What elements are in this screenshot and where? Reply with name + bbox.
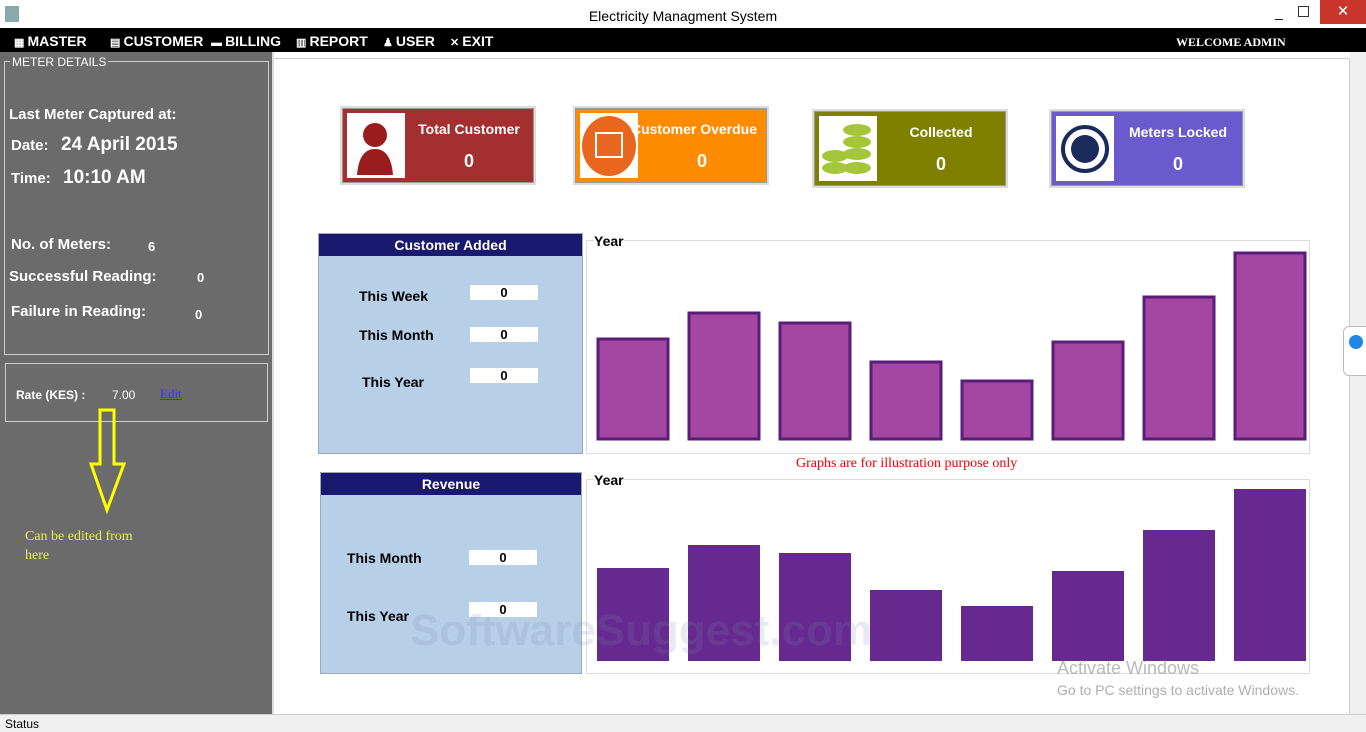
label: Successful Reading: [9,268,157,285]
row-value: 0 [470,285,538,300]
label: Time: [11,170,51,187]
menu-item[interactable]: ✕ EXIT [450,33,494,49]
menu-label[interactable]: USER [395,33,435,49]
chart-title: Year [594,233,624,249]
minimize[interactable]: _ [1275,4,1283,20]
illustration-chart [597,489,1306,661]
note: Graphs are for illustration purpose only [796,456,1018,471]
side-tab[interactable] [1343,326,1366,376]
label: No. of Meters: [11,236,112,253]
title-bar: Electricity Managment System _ ✕ [0,0,1366,28]
row-label: This Year [347,608,410,624]
left-panel: METER DETAILS Last Meter Captured at: Da… [0,52,272,714]
rate-value: 7.00 [112,388,136,402]
menu-label[interactable]: REPORT [309,33,368,49]
chart-title: Year [594,472,624,488]
activation-subtitle: Go to PC settings to activate Windows. [1057,682,1299,698]
meter-group [4,61,269,355]
status-bar: Status [0,714,1366,732]
value: 0 [197,270,205,285]
welcome: WELCOME ADMIN [1176,35,1286,49]
scroll-edge [1350,52,1366,714]
close[interactable]: ✕ [1320,0,1366,24]
card: Meters Locked 0 [1051,111,1243,186]
time: 10:10 AM [63,167,146,188]
card-value: 0 [696,151,707,171]
row-label: This Week [359,288,428,304]
card-label: Collected [909,124,973,140]
card: Total Customer 0 [342,108,534,183]
chart-box [586,479,1310,674]
menu-item[interactable]: ▥ REPORT [296,33,368,49]
card-label: Meters Locked [1128,124,1228,140]
menu-bar: WELCOME ADMIN ▦ MASTER ▤ CUSTOMER ▬ BILLIN… [0,28,1366,52]
panel-title: Revenue [321,473,581,495]
edit-link[interactable]: Edit [160,386,182,401]
card: Customer Overdue 0 [575,108,767,183]
card-value: 0 [935,154,946,174]
revenue-panel: Revenue This Month 0 This Year 0 [320,472,582,674]
customer-panel: Customer Added This Week 0 This Month 0 … [318,233,583,454]
label: Failure in Reading: [11,303,147,320]
card-value: 0 [463,151,474,171]
window-title: Electricity Managment System [588,8,778,24]
menu-label[interactable]: BILLING [225,33,282,49]
maximize[interactable] [1298,6,1309,17]
annotation: Can be edited from here [25,529,133,563]
value: 0 [195,307,203,322]
label: Last Meter Captured at: [9,106,177,123]
card-value: 0 [1172,154,1183,174]
rate-label: Rate (KES) : [16,388,86,402]
panel-title: Customer Added [319,234,582,256]
row-value: 0 [470,368,538,383]
row-label: This Month [347,550,422,566]
row-value: 0 [469,550,537,565]
chart-box [586,240,1310,454]
arrow [88,408,127,514]
card-label: Total Customer [418,121,520,137]
row-value: 0 [470,327,538,342]
menu-item[interactable]: ▦ MASTER [14,33,87,49]
group-title: METER DETAILS [10,55,109,69]
date: 24 April 2015 [61,134,178,155]
menu-label[interactable]: EXIT [462,33,494,49]
label: Date: [11,137,49,154]
menu-item[interactable]: ♟ USER [383,33,435,49]
menu-label[interactable]: CUSTOMER [123,33,204,49]
menu-label[interactable]: MASTER [27,33,87,49]
app-icon [5,6,19,22]
divider [272,52,274,714]
activation-title: Activate Windows [1057,658,1200,678]
card-label: Customer Overdue [630,121,758,137]
row-value: 0 [469,602,537,617]
value: 6 [148,239,156,254]
rate-group [5,363,268,422]
watermark: SoftwareSuggest.com [410,606,873,655]
row-label: This Year [362,374,425,390]
illustration-chart [596,251,1307,441]
row-label: This Month [359,327,434,343]
menu-item[interactable]: ▬ BILLING [211,33,282,49]
card: Collected 0 [814,111,1006,186]
status: Status [5,717,40,731]
dashboard [274,58,1350,715]
menu-item[interactable]: ▤ CUSTOMER [110,33,204,49]
